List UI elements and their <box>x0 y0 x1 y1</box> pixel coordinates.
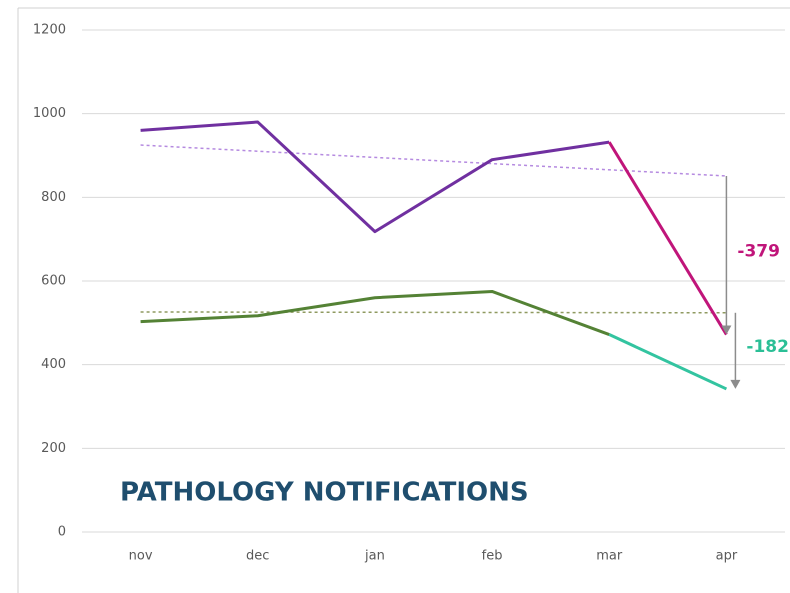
y-tick-label: 400 <box>41 357 66 372</box>
change-label: -379 <box>737 241 780 261</box>
arrow-head <box>730 379 741 389</box>
trend-line <box>140 311 727 314</box>
x-tick-label: nov <box>129 549 153 564</box>
y-tick-label: 800 <box>41 190 66 205</box>
x-tick-label: dec <box>246 549 269 564</box>
series-line <box>140 120 610 234</box>
series-line-highlight <box>608 333 728 391</box>
arrow-head <box>721 325 732 335</box>
y-tick-label: 600 <box>41 274 66 289</box>
y-tick-label: 200 <box>41 441 66 456</box>
x-tick-label: apr <box>716 549 738 564</box>
chart-title: PATHOLOGY NOTIFICATIONS <box>120 478 529 508</box>
y-tick-label: 1000 <box>33 106 66 121</box>
x-tick-label: feb <box>482 549 503 564</box>
series-line-highlight <box>607 141 728 336</box>
trend-line <box>140 144 727 177</box>
x-tick-label: jan <box>364 549 385 564</box>
x-tick-label: mar <box>596 549 623 564</box>
y-tick-label: 0 <box>58 525 66 540</box>
y-tick-label: 1200 <box>33 23 66 38</box>
series-line <box>140 289 610 336</box>
change-label: -182 <box>746 337 789 357</box>
